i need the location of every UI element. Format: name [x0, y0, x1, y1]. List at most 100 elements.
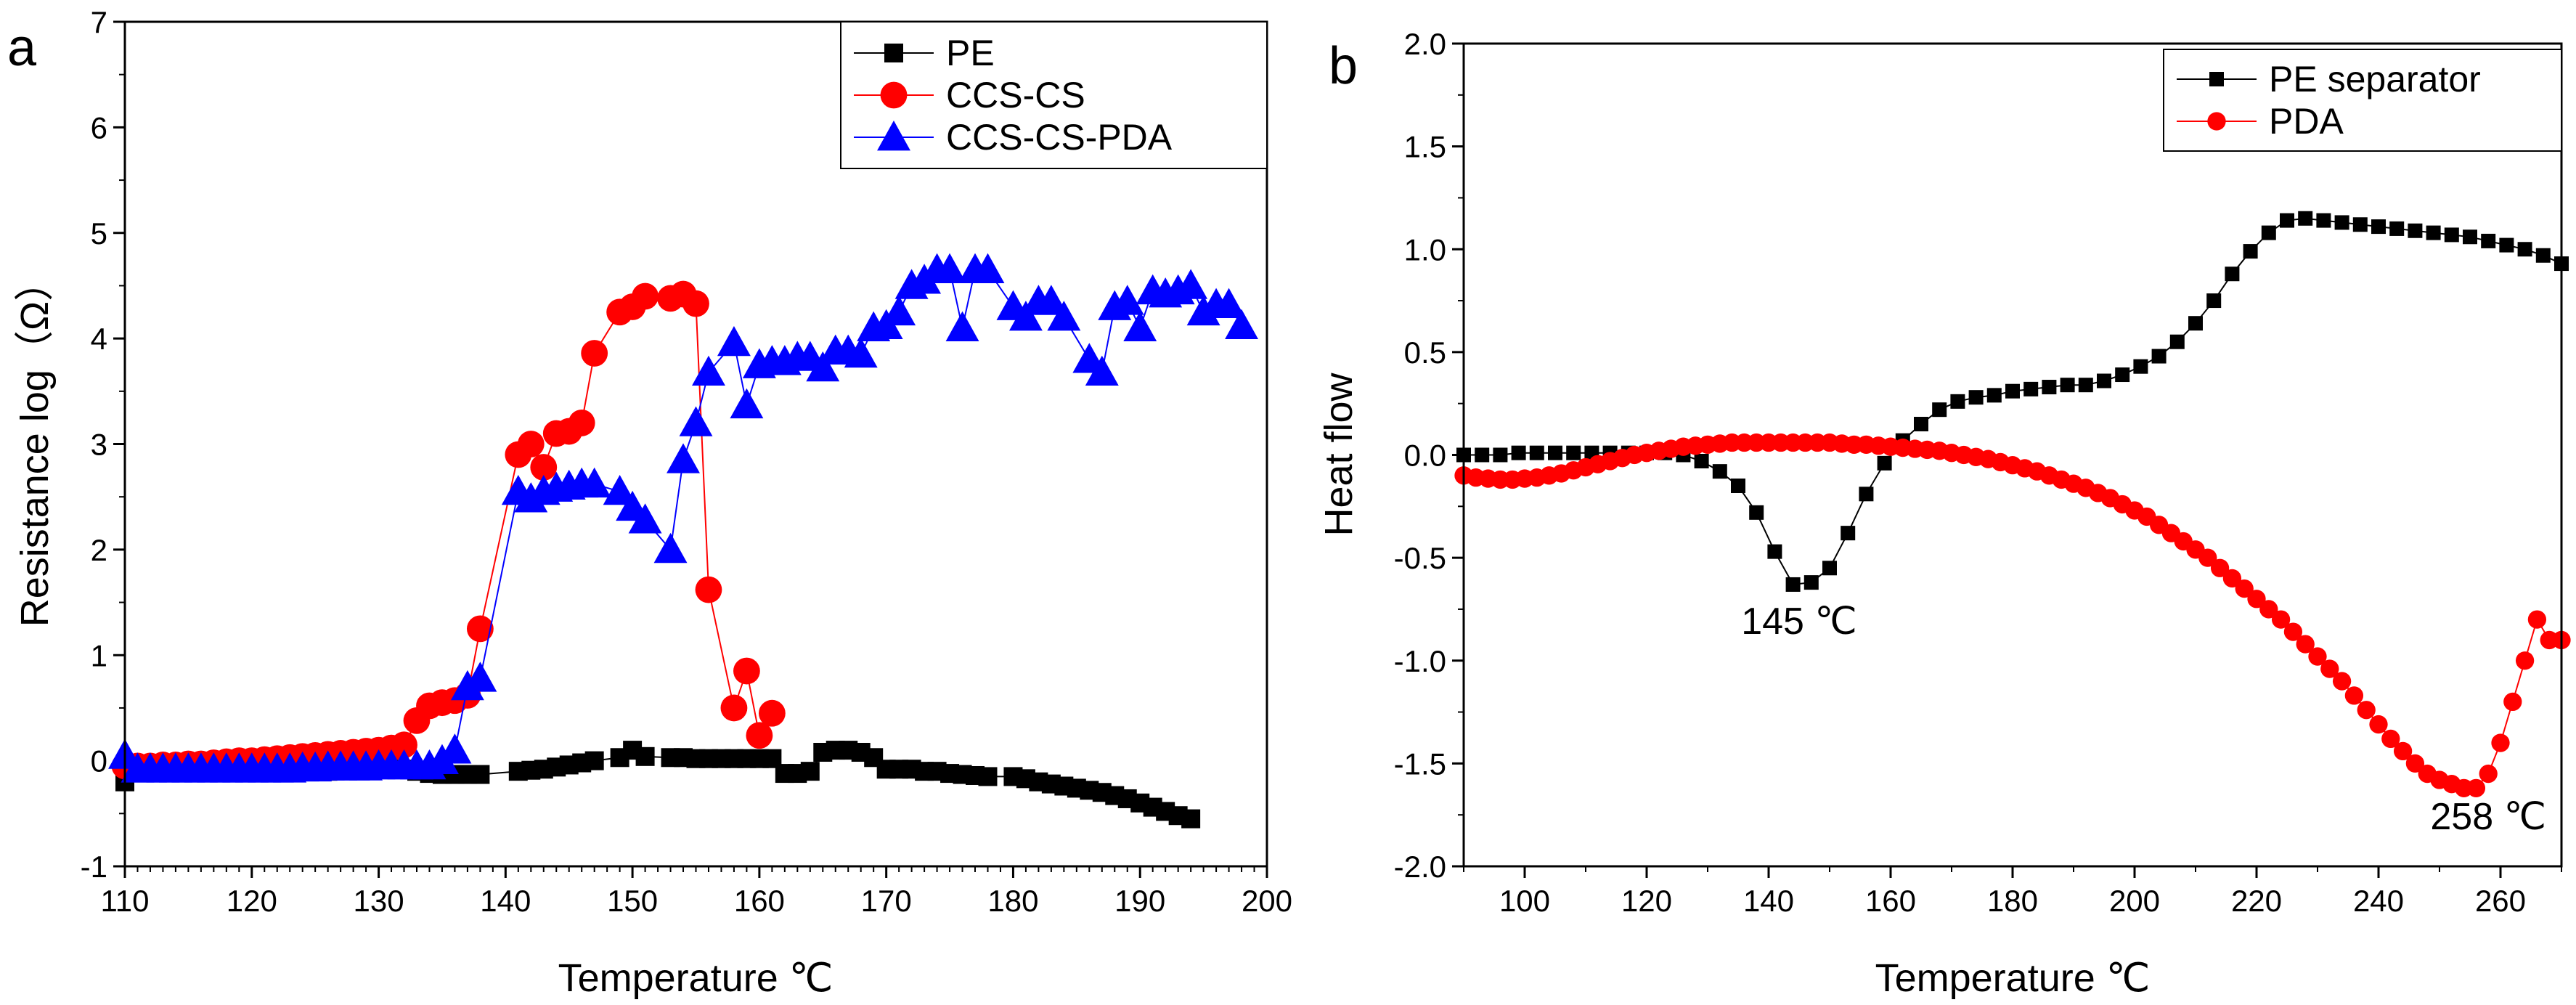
- data-point: [2023, 381, 2039, 396]
- data-point: [2247, 590, 2266, 609]
- data-point: [2198, 548, 2217, 567]
- y-tick-label: -1: [81, 850, 107, 884]
- series-pda: [1454, 433, 2571, 798]
- legend-entry: CCS-CS: [946, 75, 1085, 115]
- y-tick-label: 3: [91, 428, 107, 462]
- panel-b-series: [1454, 211, 2571, 798]
- data-point: [2298, 211, 2313, 226]
- data-point: [806, 351, 840, 382]
- data-point: [2261, 225, 2276, 240]
- panel-a-plot-frame: [123, 20, 1268, 868]
- data-point: [2371, 219, 2386, 235]
- data-point: [720, 694, 748, 722]
- x-tick-label: 140: [1743, 884, 1794, 918]
- panel-b-x-axis-label: Temperature ℃: [1875, 956, 2151, 1000]
- data-point: [2320, 659, 2339, 678]
- data-point: [746, 722, 773, 749]
- data-point: [2206, 293, 2222, 309]
- data-point: [2188, 316, 2203, 331]
- data-point: [1694, 453, 1709, 468]
- data-point: [1475, 447, 1490, 463]
- data-point: [1566, 445, 1581, 460]
- panel-b-label: b: [1329, 37, 1358, 95]
- data-point: [2527, 610, 2547, 629]
- data-point: [1225, 309, 1258, 340]
- data-point: [1110, 285, 1144, 315]
- y-tick-label: 0.0: [1404, 439, 1446, 473]
- data-point: [2334, 215, 2349, 230]
- data-point: [2491, 733, 2510, 752]
- data-point: [1877, 455, 1892, 471]
- legend-marker: [884, 44, 903, 62]
- data-point: [1749, 505, 1764, 520]
- data-point: [2078, 378, 2093, 393]
- data-point: [1123, 311, 1157, 341]
- data-point: [667, 443, 700, 473]
- legend-marker: [2207, 112, 2226, 131]
- data-point: [1181, 809, 1201, 829]
- x-tick-label: 180: [1987, 884, 2038, 918]
- data-point: [1731, 478, 1745, 493]
- x-tick-label: 170: [861, 884, 912, 918]
- data-point: [2225, 266, 2240, 282]
- data-point: [635, 746, 655, 766]
- legend-entry: PDA: [2269, 101, 2344, 142]
- annotation-label: 145 ℃: [1741, 601, 1857, 643]
- y-tick-label: -0.5: [1394, 541, 1446, 575]
- legend-entry: CCS-CS-PDA: [946, 117, 1173, 158]
- series-line: [124, 269, 1242, 770]
- data-point: [978, 767, 998, 786]
- x-tick-label: 190: [1114, 884, 1165, 918]
- x-tick-label: 150: [607, 884, 658, 918]
- data-point: [1841, 526, 1856, 541]
- y-tick-label: 1.5: [1404, 130, 1446, 164]
- data-point: [2389, 221, 2405, 236]
- x-tick-label: 160: [1865, 884, 1916, 918]
- y-tick-label: 5: [91, 216, 107, 251]
- data-point: [2499, 237, 2514, 253]
- legend-marker: [2209, 72, 2224, 86]
- data-point: [2151, 349, 2167, 364]
- data-point: [1548, 445, 1562, 460]
- y-tick-label: 2: [91, 533, 107, 567]
- data-point: [1803, 575, 1819, 590]
- data-point: [2280, 213, 2294, 228]
- data-point: [2408, 223, 2423, 238]
- data-point: [568, 410, 595, 436]
- data-point: [391, 731, 417, 759]
- data-point: [2296, 635, 2315, 654]
- data-point: [882, 295, 916, 326]
- panel-a-y-axis-label: Resistance log（Ω）: [13, 262, 57, 627]
- x-tick-label: 160: [734, 884, 785, 918]
- data-point: [1212, 288, 1246, 318]
- data-point: [2393, 741, 2413, 761]
- x-tick-label: 100: [1499, 884, 1550, 918]
- data-point: [603, 474, 637, 505]
- data-point: [679, 406, 713, 436]
- data-point: [2344, 686, 2364, 705]
- data-point: [577, 467, 611, 498]
- data-point: [632, 282, 659, 310]
- data-point: [2517, 242, 2532, 257]
- panel-b-ticks: 100 120 140 160 180 200 220 240 260 -2.0 -1.5 -1.0 -…: [1394, 27, 2562, 918]
- data-point: [2243, 244, 2258, 259]
- series-pe-separator: [1456, 211, 2569, 592]
- legend-marker: [880, 81, 908, 109]
- x-tick-label: 200: [2109, 884, 2160, 918]
- data-point: [2535, 248, 2551, 263]
- y-tick-label: 7: [91, 5, 107, 39]
- data-point: [1785, 577, 1801, 592]
- data-point: [971, 253, 1005, 283]
- data-point: [463, 662, 497, 692]
- series-line: [1464, 217, 2562, 585]
- x-tick-label: 240: [2353, 884, 2404, 918]
- y-tick-label: 6: [91, 110, 107, 145]
- data-point: [1859, 487, 1874, 502]
- data-point: [581, 340, 608, 367]
- data-point: [945, 311, 979, 341]
- x-tick-label: 220: [2231, 884, 2282, 918]
- data-point: [2133, 359, 2148, 374]
- data-point: [653, 532, 688, 563]
- x-tick-label: 120: [1621, 884, 1672, 918]
